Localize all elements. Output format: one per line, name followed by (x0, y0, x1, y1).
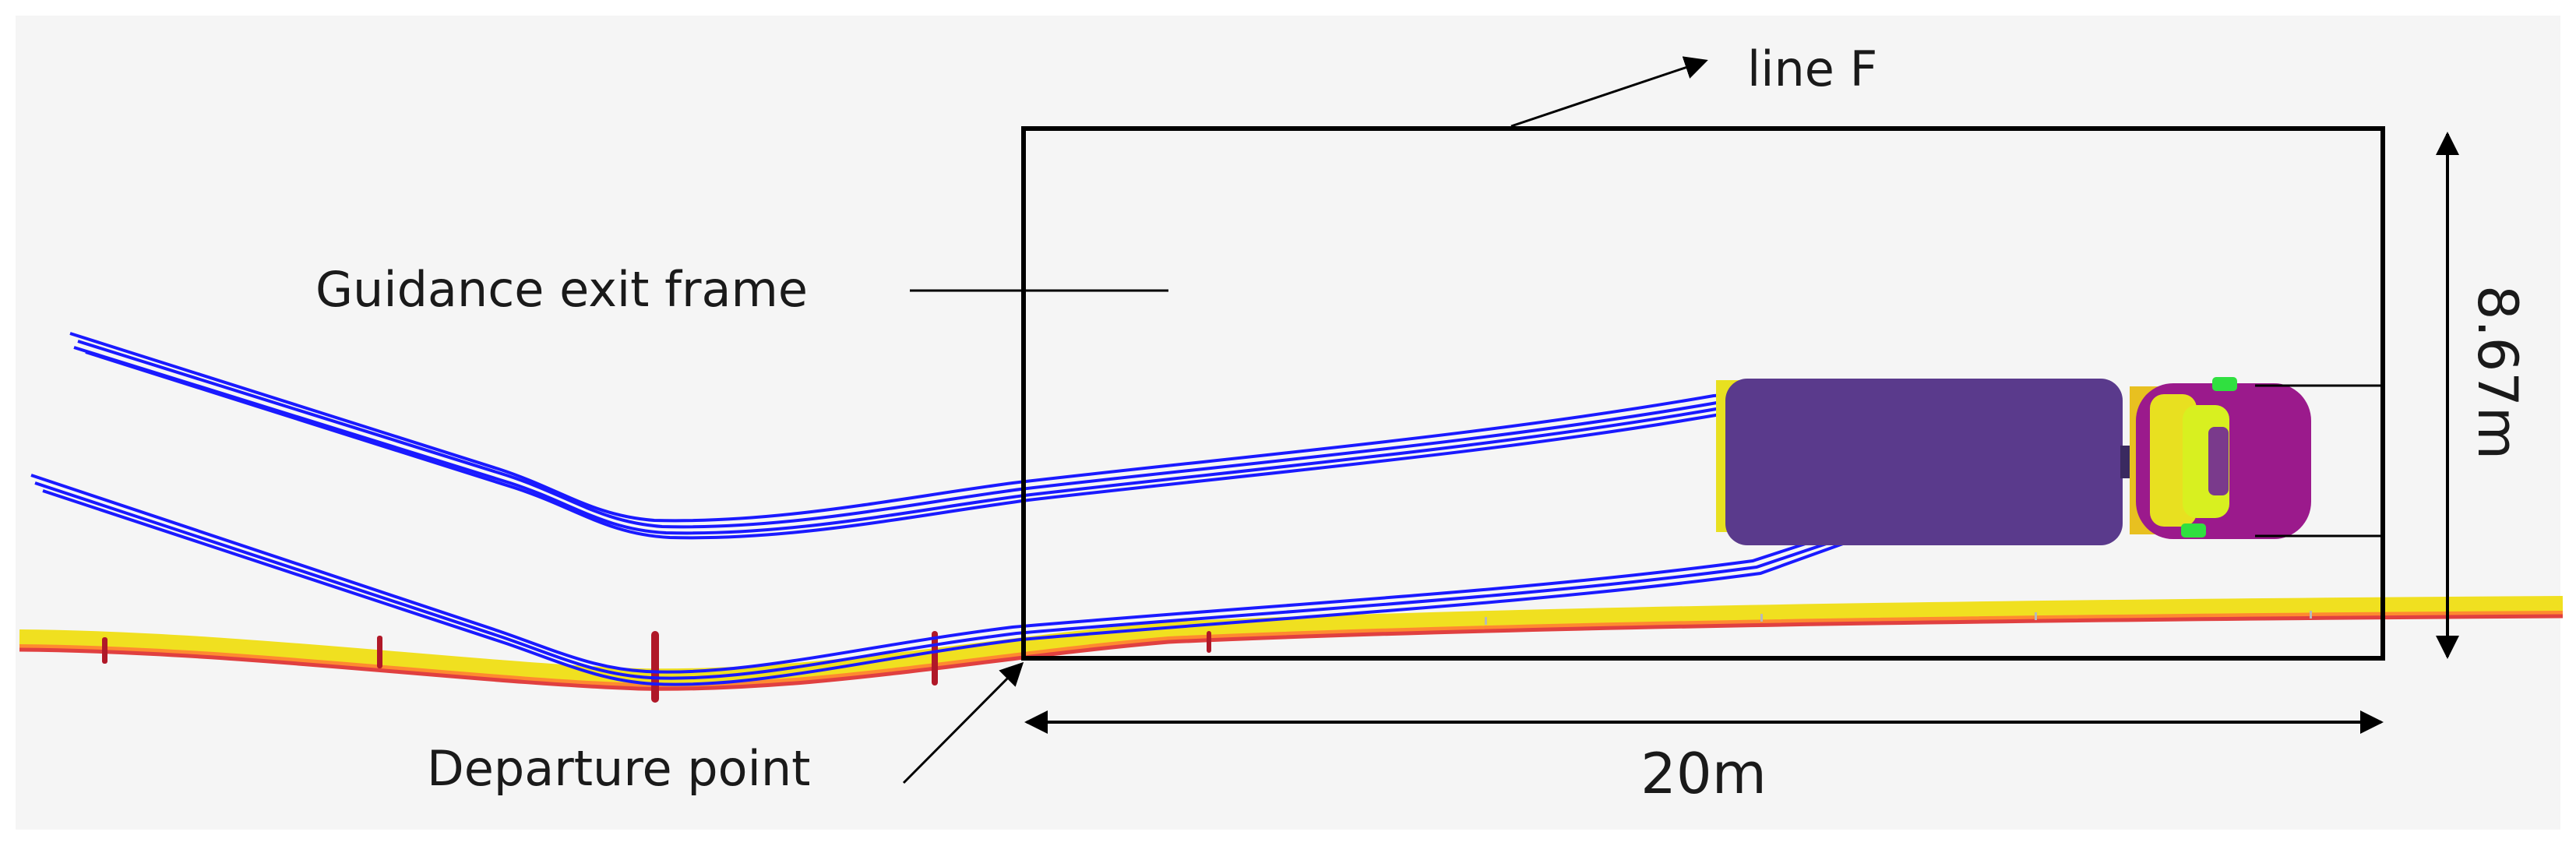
lower-wheel-tracks (30, 474, 1878, 686)
vehicle (1716, 377, 2311, 545)
departure-point-arrow (902, 661, 1024, 784)
line-f-label: line F (1747, 41, 1877, 97)
height-dimension-label: 8.67m (2465, 285, 2529, 460)
length-dimension-label: 20m (1640, 741, 1767, 806)
trailer-body (1725, 379, 2123, 545)
front-wheel-top (2212, 377, 2237, 391)
guidance-exit-frame-label: Guidance exit frame (315, 261, 808, 318)
tractor-cab (2130, 383, 2311, 539)
front-wheel-bottom (2181, 523, 2206, 538)
guidance-exit-frame (1021, 126, 2385, 661)
road-tick-marks (1485, 611, 2312, 625)
departure-point-label: Departure point (427, 740, 810, 797)
line-f-arrow (1510, 56, 1708, 128)
upper-wheel-tracks (69, 332, 1886, 540)
